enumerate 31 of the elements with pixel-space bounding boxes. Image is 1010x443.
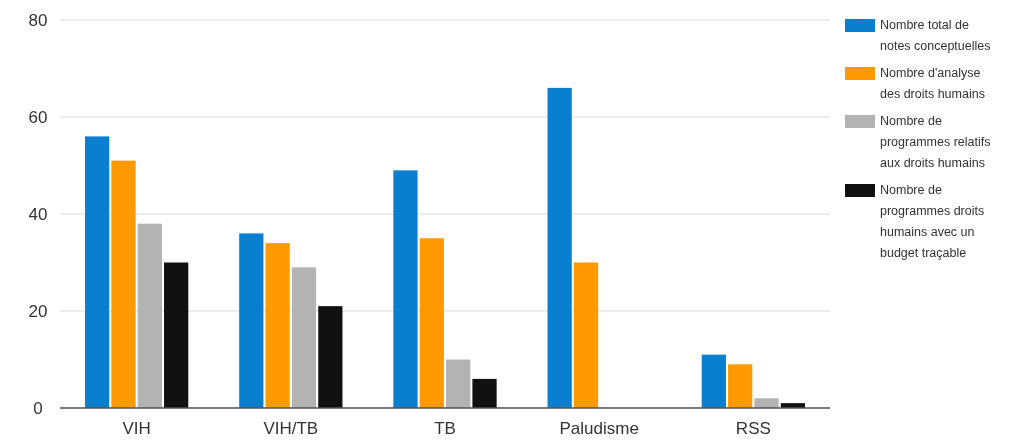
bar bbox=[111, 160, 136, 408]
x-tick-label: TB bbox=[434, 419, 456, 438]
bar bbox=[547, 87, 572, 408]
bar bbox=[573, 262, 599, 408]
bar bbox=[446, 359, 471, 408]
legend-label: Nombre total de notes conceptuelles bbox=[880, 18, 991, 53]
x-tick-label: VIH bbox=[122, 419, 151, 438]
x-tick-label: VIH/TB bbox=[263, 419, 319, 438]
bar bbox=[85, 136, 110, 408]
bar bbox=[701, 354, 726, 408]
y-tick-label: 40 bbox=[28, 204, 48, 224]
bar bbox=[265, 243, 290, 408]
bar bbox=[754, 398, 779, 408]
legend-label: Nombre de programmes droits humains avec un budget traçable bbox=[880, 183, 985, 260]
bar bbox=[472, 378, 497, 408]
bar bbox=[239, 233, 264, 408]
bar bbox=[291, 267, 317, 408]
y-tick-label: 80 bbox=[28, 10, 48, 30]
bar bbox=[164, 262, 189, 408]
bar bbox=[728, 364, 753, 408]
y-tick-label: 0 bbox=[33, 398, 43, 418]
y-tick-label: 60 bbox=[28, 107, 48, 127]
bar bbox=[318, 306, 343, 408]
bar bbox=[137, 223, 162, 408]
y-tick-label: 20 bbox=[28, 301, 48, 321]
legend-label: Nombre de programmes relatifs aux droits humains bbox=[880, 114, 991, 170]
bar bbox=[419, 238, 444, 408]
legend-label: Nombre d'analyse des droits humains bbox=[880, 66, 985, 101]
bar bbox=[393, 170, 418, 408]
x-tick-label: RSS bbox=[735, 419, 771, 438]
x-tick-label: Paludisme bbox=[559, 419, 639, 438]
